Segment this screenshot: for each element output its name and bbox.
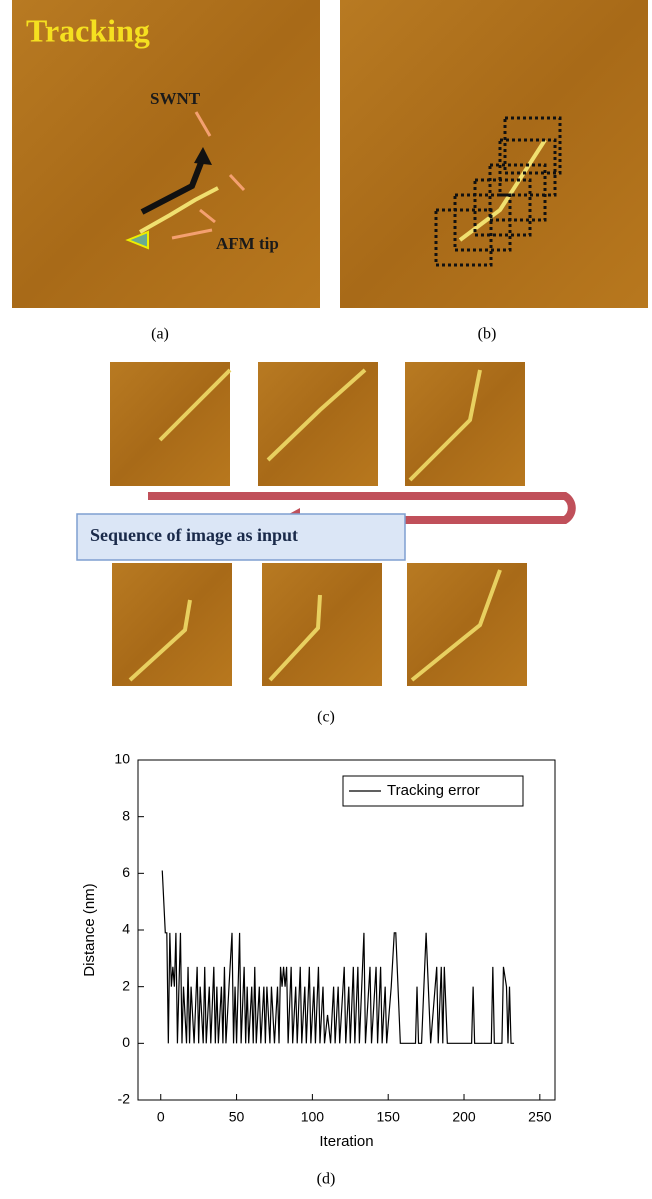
- y-tick-label: 4: [122, 921, 130, 937]
- x-tick-label: 0: [157, 1109, 165, 1125]
- afm-image: [340, 0, 648, 308]
- panel-label: (c): [317, 709, 335, 726]
- plot-frame: [138, 760, 555, 1100]
- y-tick-label: 2: [122, 977, 130, 993]
- panel-title: Tracking: [26, 12, 150, 48]
- x-axis-label: Iteration: [319, 1133, 373, 1150]
- panel-label: (a): [151, 326, 169, 343]
- label-swnt: SWNT: [150, 89, 201, 108]
- x-tick-label: 250: [528, 1109, 552, 1125]
- caption: Sequence of image as input: [90, 525, 298, 545]
- label-tip: AFM tip: [216, 234, 279, 253]
- data-line: [162, 871, 514, 1044]
- y-axis-label: Distance (nm): [81, 883, 98, 976]
- x-tick-label: 100: [301, 1109, 325, 1125]
- x-tick-label: 150: [377, 1109, 401, 1125]
- figure: Tracking SWNT AFM tip (a) (b) Sequence o…: [0, 0, 652, 1194]
- panel-label: (b): [478, 326, 497, 343]
- legend-label: Tracking error: [387, 782, 480, 799]
- y-tick-label: 0: [122, 1034, 130, 1050]
- y-tick-label: 10: [114, 751, 130, 767]
- y-tick-label: -2: [118, 1091, 131, 1107]
- x-tick-label: 50: [229, 1109, 245, 1125]
- panel-label: (d): [317, 1171, 336, 1188]
- x-tick-label: 200: [452, 1109, 476, 1125]
- y-tick-label: 6: [122, 864, 130, 880]
- y-tick-label: 8: [122, 807, 130, 823]
